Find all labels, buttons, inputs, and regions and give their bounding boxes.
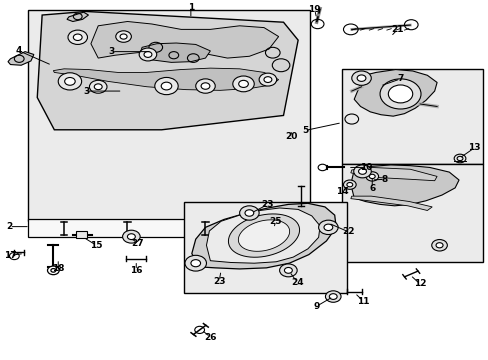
Text: 5: 5 (301, 126, 307, 135)
Circle shape (343, 180, 355, 189)
Circle shape (365, 172, 378, 181)
FancyBboxPatch shape (27, 220, 310, 237)
Circle shape (184, 255, 206, 271)
Polygon shape (238, 220, 289, 251)
Polygon shape (37, 12, 298, 130)
Text: 16: 16 (130, 266, 142, 275)
Text: 27: 27 (131, 239, 143, 248)
Text: 10: 10 (360, 163, 372, 172)
Polygon shape (140, 43, 210, 62)
Text: 14: 14 (335, 187, 347, 196)
Circle shape (368, 174, 374, 179)
Circle shape (201, 83, 209, 89)
Circle shape (351, 71, 370, 85)
Circle shape (356, 75, 365, 81)
Circle shape (346, 183, 352, 187)
Circle shape (161, 82, 171, 90)
Circle shape (324, 224, 332, 230)
Polygon shape (67, 12, 88, 22)
Circle shape (89, 80, 107, 93)
FancyBboxPatch shape (76, 231, 87, 238)
FancyBboxPatch shape (341, 69, 483, 164)
Text: 23: 23 (212, 276, 225, 285)
Circle shape (155, 77, 178, 95)
Circle shape (127, 234, 135, 239)
Circle shape (139, 48, 157, 61)
Circle shape (47, 266, 59, 275)
Circle shape (195, 79, 215, 93)
Circle shape (238, 80, 248, 87)
Text: 23: 23 (261, 200, 274, 209)
Text: 3: 3 (83, 86, 89, 95)
Text: 2: 2 (6, 222, 13, 231)
Circle shape (239, 206, 259, 220)
Circle shape (68, 30, 87, 44)
Circle shape (73, 34, 82, 41)
Circle shape (318, 220, 337, 234)
Circle shape (120, 34, 127, 39)
Text: 24: 24 (290, 278, 303, 287)
Circle shape (116, 31, 131, 42)
Text: 21: 21 (390, 25, 403, 34)
Polygon shape (353, 69, 436, 116)
Text: 3: 3 (108, 47, 115, 56)
Polygon shape (91, 22, 278, 58)
Circle shape (259, 73, 276, 86)
Circle shape (435, 243, 442, 248)
Text: 4: 4 (16, 46, 22, 55)
Polygon shape (350, 167, 436, 181)
Text: 20: 20 (285, 132, 297, 141)
Circle shape (264, 77, 271, 82)
Circle shape (64, 77, 75, 85)
FancyBboxPatch shape (183, 202, 346, 293)
Text: 9: 9 (313, 302, 319, 311)
Text: 18: 18 (52, 265, 64, 274)
FancyBboxPatch shape (27, 10, 310, 221)
Text: 1: 1 (187, 3, 194, 12)
Polygon shape (206, 208, 320, 263)
Text: 15: 15 (90, 241, 102, 250)
Circle shape (353, 165, 370, 178)
Text: 7: 7 (397, 75, 403, 84)
Circle shape (325, 291, 340, 302)
Text: 17: 17 (4, 251, 17, 260)
Polygon shape (8, 51, 34, 65)
Polygon shape (53, 68, 278, 90)
Text: 11: 11 (357, 297, 369, 306)
Text: 26: 26 (203, 333, 216, 342)
Circle shape (51, 269, 56, 272)
Text: 12: 12 (413, 279, 426, 288)
Circle shape (190, 260, 200, 267)
Circle shape (358, 168, 366, 174)
Text: 22: 22 (342, 228, 354, 237)
Circle shape (143, 51, 152, 57)
Circle shape (284, 267, 292, 273)
Circle shape (94, 84, 102, 90)
Text: 13: 13 (468, 143, 480, 152)
Circle shape (387, 85, 412, 103)
Circle shape (122, 230, 140, 243)
Polygon shape (191, 203, 335, 269)
Circle shape (329, 294, 336, 300)
Text: 6: 6 (368, 184, 375, 193)
Circle shape (232, 76, 254, 92)
Polygon shape (350, 196, 431, 211)
Circle shape (58, 73, 81, 90)
Polygon shape (350, 165, 458, 206)
Circle shape (379, 79, 420, 109)
Circle shape (431, 239, 447, 251)
Text: 25: 25 (269, 217, 282, 226)
Circle shape (244, 210, 253, 216)
Polygon shape (228, 214, 299, 257)
Circle shape (279, 264, 297, 277)
Text: 19: 19 (308, 5, 320, 14)
Text: 8: 8 (381, 175, 387, 184)
FancyBboxPatch shape (341, 164, 483, 262)
